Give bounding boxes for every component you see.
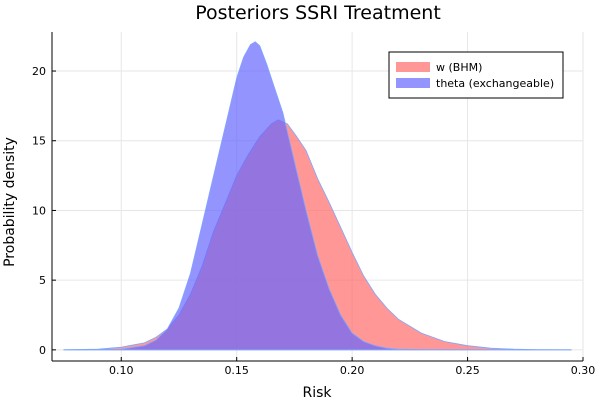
legend-box bbox=[388, 51, 564, 99]
x-tick-label: 0.20 bbox=[340, 364, 365, 377]
x-tick-label: 0.15 bbox=[224, 364, 249, 377]
legend-swatch-1 bbox=[396, 78, 430, 88]
legend-label-0: w (BHM) bbox=[436, 61, 482, 74]
y-tick-label: 0 bbox=[39, 344, 46, 357]
legend: w (BHM) theta (exchangeable) bbox=[388, 51, 564, 99]
x-axis-label: Risk bbox=[302, 385, 332, 400]
tick-labels: 0.10 0.15 0.20 0.25 0.30 0 5 10 15 20 bbox=[32, 65, 595, 377]
density-area-1 bbox=[63, 41, 572, 351]
y-tick-label: 5 bbox=[39, 274, 46, 287]
x-tick-label: 0.25 bbox=[455, 364, 480, 377]
y-axis-label: Probability density bbox=[2, 137, 18, 267]
legend-swatch-0 bbox=[396, 62, 430, 72]
x-tick-label: 0.10 bbox=[109, 364, 134, 377]
y-tick-label: 10 bbox=[32, 204, 46, 217]
chart-title: Posteriors SSRI Treatment bbox=[195, 2, 441, 24]
legend-label-1: theta (exchangeable) bbox=[436, 77, 554, 90]
plot-area bbox=[63, 41, 572, 351]
y-tick-label: 15 bbox=[32, 135, 46, 148]
y-tick-label: 20 bbox=[32, 65, 46, 78]
x-tick-label: 0.30 bbox=[571, 364, 596, 377]
axes bbox=[51, 32, 584, 362]
